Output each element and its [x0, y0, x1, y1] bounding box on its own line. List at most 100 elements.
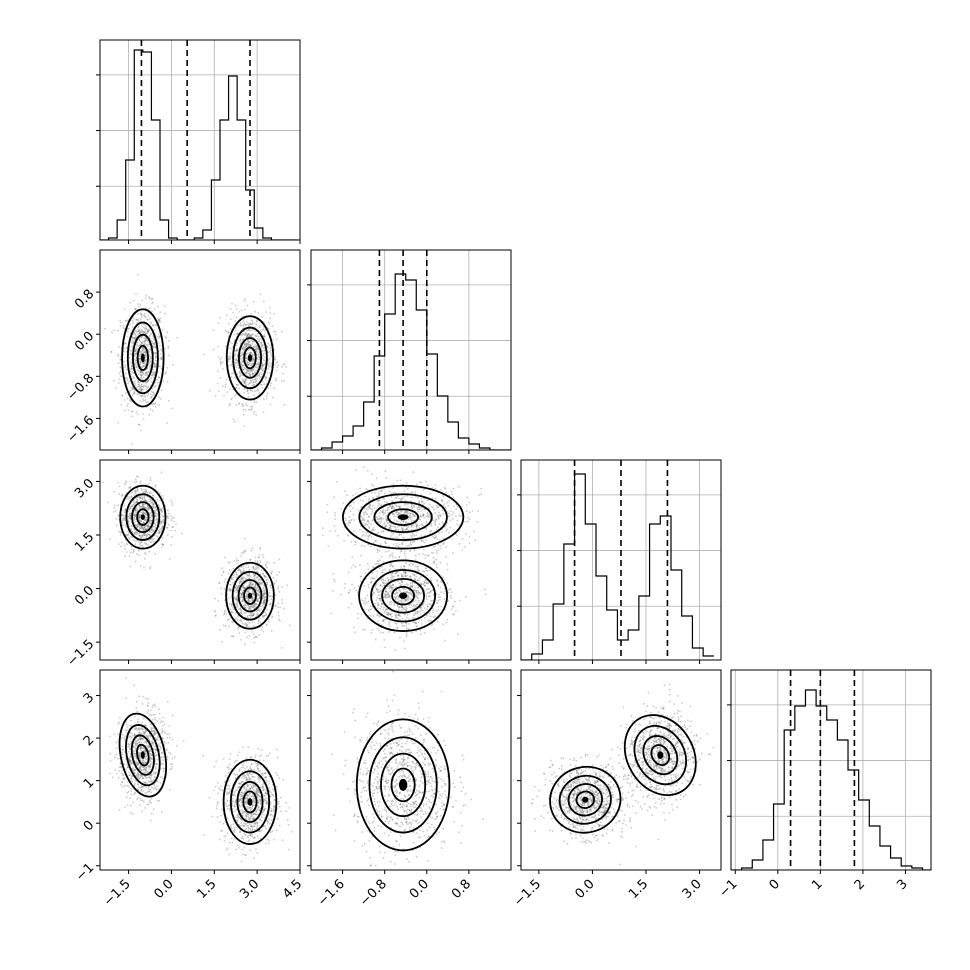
- scatter-point: [259, 560, 261, 562]
- scatter-point: [131, 345, 134, 348]
- scatter-point: [229, 608, 232, 611]
- scatter-point: [130, 365, 133, 368]
- scatter-point: [391, 552, 394, 554]
- density-peak: [140, 514, 145, 521]
- scatter-point: [268, 323, 270, 325]
- scatter-point: [150, 395, 153, 398]
- scatter-point: [254, 584, 257, 586]
- scatter-point: [146, 345, 149, 347]
- scatter-point: [244, 607, 247, 609]
- scatter-point: [139, 388, 141, 391]
- scatter-point: [242, 604, 245, 607]
- scatter-point: [419, 633, 422, 636]
- scatter-point: [395, 592, 398, 594]
- scatter-point: [443, 487, 446, 489]
- scatter-point: [244, 373, 247, 375]
- scatter-point: [396, 513, 399, 516]
- scatter-point: [247, 607, 250, 610]
- scatter-point: [146, 385, 148, 388]
- scatter-point: [145, 371, 148, 374]
- scatter-point: [151, 538, 154, 541]
- scatter-point: [134, 478, 137, 481]
- pair-content: [321, 466, 487, 651]
- scatter-point: [411, 534, 414, 536]
- scatter-point: [268, 620, 270, 623]
- scatter-point: [149, 477, 152, 479]
- scatter-point: [157, 532, 160, 535]
- scatter-point: [153, 343, 156, 346]
- scatter-point: [228, 589, 231, 592]
- scatter-point: [229, 308, 232, 310]
- scatter-point: [140, 386, 143, 389]
- scatter-point: [246, 636, 248, 639]
- scatter-point: [146, 491, 149, 494]
- scatter-point: [416, 610, 418, 613]
- scatter-point: [152, 346, 155, 348]
- scatter-point: [258, 361, 261, 364]
- scatter-point: [441, 499, 444, 502]
- scatter-point: [394, 503, 396, 506]
- scatter-point: [232, 576, 235, 579]
- scatter-point: [442, 512, 445, 515]
- scatter-point: [244, 549, 247, 552]
- scatter-point: [241, 600, 244, 602]
- scatter-point: [141, 366, 144, 369]
- scatter-point: [400, 527, 403, 530]
- scatter-point: [246, 362, 248, 365]
- scatter-point: [164, 312, 166, 315]
- scatter-point: [246, 599, 249, 602]
- scatter-point: [152, 530, 155, 532]
- scatter-point: [259, 573, 262, 576]
- scatter-point: [118, 530, 120, 533]
- scatter-point: [252, 614, 255, 616]
- scatter-point: [244, 334, 247, 336]
- scatter-point: [130, 349, 133, 352]
- scatter-point: [241, 338, 244, 341]
- scatter-point: [244, 631, 247, 634]
- scatter-point: [241, 591, 244, 594]
- scatter-point: [143, 491, 145, 493]
- scatter-point: [238, 371, 241, 373]
- scatter-point: [247, 392, 250, 395]
- scatter-point: [135, 366, 138, 368]
- scatter-point: [220, 587, 223, 589]
- scatter-point: [144, 519, 146, 522]
- scatter-point: [258, 326, 261, 329]
- scatter-point: [390, 574, 393, 577]
- scatter-point: [241, 351, 243, 354]
- scatter-point: [123, 409, 126, 412]
- scatter-point: [150, 538, 152, 540]
- scatter-point: [231, 577, 233, 580]
- scatter-point: [378, 493, 380, 496]
- pair-panel-1-2: [307, 459, 512, 664]
- scatter-point: [124, 508, 127, 511]
- scatter-point: [361, 599, 364, 602]
- scatter-point: [146, 534, 149, 537]
- scatter-point: [389, 585, 392, 588]
- scatter-point: [404, 540, 407, 543]
- scatter-point: [361, 522, 364, 524]
- scatter-point: [138, 535, 141, 537]
- scatter-point: [367, 506, 370, 509]
- scatter-point: [404, 575, 406, 578]
- scatter-point: [379, 594, 382, 596]
- scatter-point: [252, 598, 254, 600]
- scatter-point: [273, 330, 275, 333]
- scatter-point: [243, 345, 245, 348]
- scatter-point: [150, 522, 152, 525]
- scatter-point: [124, 342, 127, 344]
- scatter-point: [146, 457, 148, 459]
- scatter-point: [241, 347, 244, 349]
- scatter-point: [158, 531, 161, 534]
- scatter-point: [254, 560, 257, 563]
- scatter-point: [143, 394, 146, 397]
- density-contour: [119, 484, 167, 550]
- scatter-point: [144, 528, 146, 530]
- scatter-point: [377, 500, 380, 503]
- scatter-point: [127, 520, 129, 523]
- scatter-point: [145, 382, 148, 384]
- scatter-point: [143, 341, 146, 343]
- scatter-point: [258, 375, 261, 378]
- scatter-point: [243, 366, 246, 369]
- scatter-point: [361, 535, 364, 537]
